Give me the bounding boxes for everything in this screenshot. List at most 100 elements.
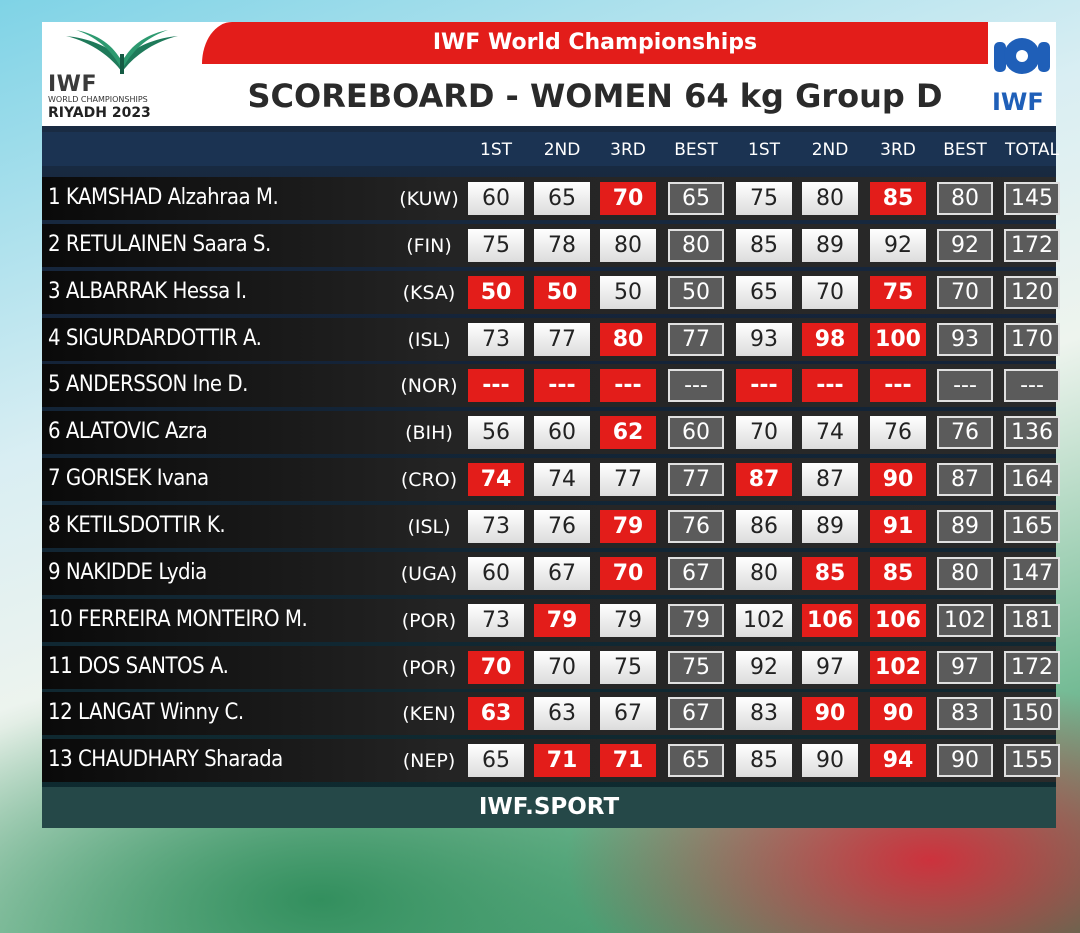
score-cell-cj-3rd: 92	[870, 228, 926, 262]
athlete-name: 13 CHAUDHARY Sharada	[48, 747, 448, 772]
column-header-row: 1ST 2ND 3RD BEST 1ST 2ND 3RD BEST TOTAL	[42, 132, 1059, 166]
score-cell-snatch-2nd: 79	[534, 603, 590, 637]
column-header-snatch-3rd: 3RD	[610, 140, 646, 160]
score-cell-snatch-2nd: 70	[534, 650, 590, 684]
score-cell-total: 120	[1004, 275, 1060, 309]
score-cell-total: ---	[1004, 369, 1060, 403]
score-cell-cj-3rd: 90	[870, 463, 926, 497]
table-row: 1 KAMSHAD Alzahraa M. (KUW) 60 65 70 65 75 80 85…	[42, 177, 1060, 220]
score-cell-snatch-best: 50	[668, 275, 724, 309]
athlete-nation: (NEP)	[402, 750, 456, 773]
athlete-name: 3 ALBARRAK Hessa I.	[48, 279, 448, 304]
score-cell-snatch-1st: 63	[468, 697, 524, 731]
athlete-name: 12 LANGAT Winny C.	[48, 700, 448, 725]
score-cell-cj-2nd: 89	[802, 228, 858, 262]
score-cell-snatch-3rd: 79	[600, 603, 656, 637]
score-cell-snatch-2nd: 74	[534, 463, 590, 497]
table-row: 2 RETULAINEN Saara S. (FIN) 75 78 80 80 85 89 92…	[42, 223, 1060, 267]
score-cell-total: 155	[1004, 744, 1060, 778]
athlete-nation: (KEN)	[402, 703, 456, 726]
score-cell-snatch-2nd: 76	[534, 509, 590, 543]
score-cell-cj-3rd: 85	[870, 182, 926, 215]
athlete-name: 6 ALATOVIC Azra	[48, 419, 448, 444]
athlete-name: 7 GORISEK Ivana	[48, 466, 448, 491]
table-row: 13 CHAUDHARY Sharada (NEP) 65 71 71 65 85 90 94 9…	[42, 739, 1060, 783]
athlete-name: 1 KAMSHAD Alzahraa M.	[48, 185, 448, 210]
score-cell-cj-1st: 80	[736, 556, 792, 590]
score-cell-cj-best: 102	[937, 603, 993, 637]
athlete-fullname: CHAUDHARY Sharada	[77, 747, 283, 773]
score-cell-snatch-3rd: 80	[600, 322, 656, 356]
score-cell-total: 172	[1004, 228, 1060, 262]
score-cell-cj-1st: 85	[736, 228, 792, 262]
score-cell-snatch-best: 79	[668, 603, 724, 637]
score-cell-cj-best: 80	[937, 182, 993, 215]
score-cell-snatch-best: 77	[668, 322, 724, 356]
athlete-rank: 11	[48, 653, 73, 679]
score-cell-cj-best: 92	[937, 228, 993, 262]
column-header-cj-best: BEST	[943, 140, 987, 160]
logo-text-riyadh: RIYADH 2023	[48, 105, 151, 121]
score-cell-cj-3rd: 75	[870, 275, 926, 309]
score-cell-snatch-2nd: 63	[534, 697, 590, 731]
score-cell-snatch-best: 65	[668, 744, 724, 778]
column-header-snatch-2nd: 2ND	[543, 140, 581, 160]
score-cell-cj-1st: 93	[736, 322, 792, 356]
column-header-total: TOTAL	[1005, 140, 1059, 160]
score-cell-cj-1st: 70	[736, 416, 792, 450]
score-cell-cj-2nd: ---	[802, 369, 858, 403]
score-cell-cj-best: 80	[937, 556, 993, 590]
column-header-cj-1st: 1ST	[748, 140, 780, 160]
iwf-logo: IWF	[988, 22, 1056, 126]
score-cell-cj-2nd: 80	[802, 182, 858, 215]
score-cell-snatch-2nd: 65	[534, 182, 590, 215]
table-row: 3 ALBARRAK Hessa I. (KSA) 50 50 50 50 65 70 75 70…	[42, 270, 1060, 314]
score-cell-snatch-best: 80	[668, 228, 724, 262]
table-row: 9 NAKIDDE Lydia (UGA) 60 67 70 67 80 85 85 80 147	[42, 551, 1060, 595]
score-cell-cj-2nd: 70	[802, 275, 858, 309]
scoreboard-header: IWF WORLD CHAMPIONSHIPS RIYADH 2023 IWF …	[42, 22, 1056, 126]
score-cell-cj-best: ---	[937, 369, 993, 403]
athlete-nation: (ISL)	[407, 515, 451, 538]
athlete-fullname: RETULAINEN Saara S.	[65, 231, 271, 257]
athlete-fullname: FERREIRA MONTEIRO M.	[77, 606, 308, 632]
score-cell-total: 172	[1004, 650, 1060, 684]
score-cell-cj-1st: ---	[736, 369, 792, 403]
score-cell-snatch-2nd: 60	[534, 416, 590, 450]
logo-text-championships: WORLD CHAMPIONSHIPS	[48, 95, 148, 104]
score-cell-snatch-2nd: 77	[534, 322, 590, 356]
athlete-name: 10 FERREIRA MONTEIRO M.	[48, 607, 448, 632]
score-cell-snatch-2nd: 50	[534, 275, 590, 309]
athlete-nation: (POR)	[401, 656, 457, 679]
athlete-name: 5 ANDERSSON Ine D.	[48, 372, 448, 397]
score-cell-snatch-best: ---	[668, 369, 724, 403]
athlete-fullname: GORISEK Ivana	[65, 466, 209, 492]
score-cell-cj-best: 83	[937, 697, 993, 731]
athlete-nation: (KUW)	[399, 188, 459, 210]
score-cell-cj-2nd: 90	[802, 744, 858, 778]
column-header-cj-2nd: 2ND	[811, 140, 849, 160]
column-header-snatch-best: BEST	[674, 140, 718, 160]
score-cell-snatch-3rd: 67	[600, 697, 656, 731]
score-cell-cj-1st: 83	[736, 697, 792, 731]
score-cell-snatch-1st: ---	[468, 369, 524, 403]
athlete-nation: (KSA)	[402, 281, 456, 304]
score-cell-total: 170	[1004, 322, 1060, 356]
score-cell-cj-1st: 65	[736, 275, 792, 309]
athlete-rank: 13	[48, 747, 73, 773]
score-cell-cj-2nd: 90	[802, 697, 858, 731]
athlete-fullname: SIGURDARDOTTIR A.	[65, 325, 262, 351]
table-row: 10 FERREIRA MONTEIRO M. (POR) 73 79 79 79 102 1…	[42, 598, 1060, 642]
page-title: SCOREBOARD - WOMEN 64 kg Group D	[247, 77, 943, 115]
scoreboard: IWF WORLD CHAMPIONSHIPS RIYADH 2023 IWF …	[42, 22, 1060, 828]
athlete-rank: 8	[48, 512, 61, 538]
athlete-name: 8 KETILSDOTTIR K.	[48, 513, 448, 538]
athlete-rank: 6	[48, 419, 61, 445]
score-cell-cj-3rd: 85	[870, 556, 926, 590]
athlete-rank: 7	[48, 466, 61, 492]
score-cell-snatch-3rd: 75	[600, 650, 656, 684]
athlete-rank: 5	[48, 372, 61, 398]
score-cell-cj-3rd: 91	[870, 509, 926, 543]
score-cell-cj-best: 90	[937, 744, 993, 778]
score-cell-snatch-3rd: 70	[600, 556, 656, 590]
